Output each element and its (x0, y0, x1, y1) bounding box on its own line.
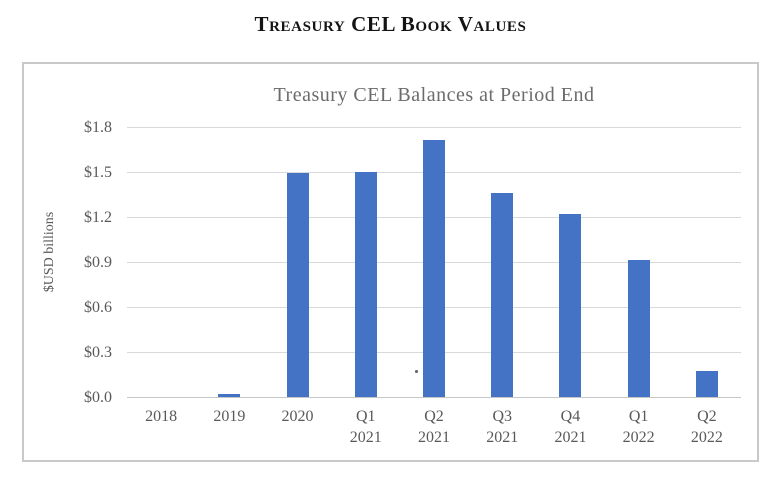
bar-q4-2021 (559, 214, 581, 397)
y-axis-tick-label: $0.0 (84, 389, 112, 406)
x-axis-label: 2020 (281, 408, 314, 425)
speck-artifact (415, 370, 418, 373)
bar-2020 (287, 173, 309, 397)
bar-q1-2021 (355, 172, 377, 397)
y-axis-tick-label: $1.8 (84, 119, 112, 136)
bar-q2-2021 (423, 140, 445, 397)
page-heading: Treasury CEL Book Values (254, 12, 527, 36)
x-axis-label: Q1 2021 (349, 408, 382, 446)
bar-q2-2022 (696, 371, 718, 397)
x-axis-label: Q1 2022 (622, 408, 655, 446)
bar-q3-2021 (491, 193, 513, 397)
y-axis-tick-label: $0.9 (84, 254, 112, 271)
chart-container: Treasury CEL Balances at Period End $USD… (22, 62, 759, 462)
bar-q1-2022 (628, 260, 650, 397)
x-axis-label: Q2 2022 (690, 408, 723, 446)
x-axis-label: 2018 (145, 408, 178, 425)
x-axis-label: Q4 2021 (554, 408, 587, 446)
y-axis-tick-label: $1.5 (84, 164, 112, 181)
y-axis-tick-label: $0.3 (84, 344, 112, 361)
y-axis-tick-label: $0.6 (84, 299, 112, 316)
x-axis-label: Q3 2021 (486, 408, 519, 446)
y-axis-tick-label: $1.2 (84, 209, 112, 226)
plot-area: $0.0 $0.3 $0.6 $0.9 $1.2 $1.5 $1.8 2018 2019 2020… (24, 64, 757, 460)
x-axis-label: 2019 (213, 408, 246, 425)
x-axis-label: Q2 2021 (418, 408, 450, 446)
gridline (127, 127, 741, 128)
bar-2019 (218, 394, 240, 397)
x-axis-line (127, 397, 741, 398)
chart-title: Treasury CEL Balances at Period End (273, 84, 595, 106)
